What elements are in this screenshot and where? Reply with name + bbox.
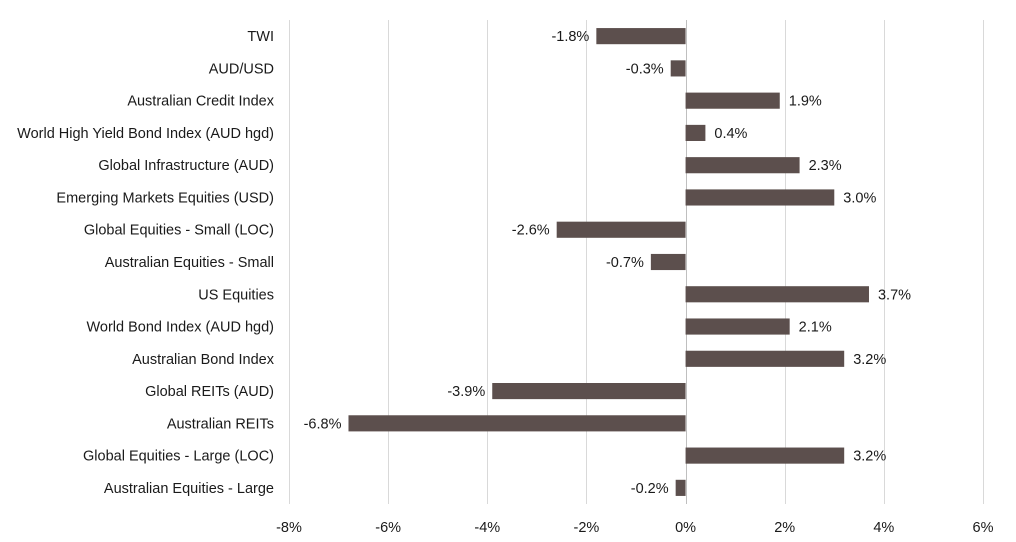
data-label: -2.6% (512, 223, 550, 239)
data-label: 2.3% (809, 158, 842, 174)
data-label: -1.8% (551, 29, 589, 45)
data-label: -0.3% (626, 61, 664, 77)
category-label: TWI (247, 29, 274, 45)
x-tick-label: 4% (873, 520, 894, 536)
bar (650, 253, 686, 271)
data-label: -0.2% (631, 481, 669, 497)
x-tick-label: -8% (276, 520, 302, 536)
bar (685, 286, 869, 303)
data-label: 3.0% (843, 190, 876, 206)
category-label: Emerging Markets Equities (USD) (56, 190, 274, 206)
category-label: World Bond Index (AUD hgd) (86, 320, 274, 336)
x-tick-label: 0% (675, 520, 696, 536)
bar (348, 415, 686, 432)
bar (685, 92, 780, 109)
category-label: US Equities (198, 287, 274, 303)
x-tick-label: 2% (774, 520, 795, 536)
bar (670, 60, 686, 77)
category-label: Global REITs (AUD) (145, 384, 274, 400)
category-label: Australian Bond Index (132, 352, 275, 368)
data-labels: -1.8% -0.3% 1.9% 0.4% 2.3%3.0% -2.6% -0.7% 3.7%… (304, 29, 912, 497)
data-label: 0.4% (714, 126, 747, 142)
bar (685, 189, 835, 206)
data-label: 2.1% (799, 320, 832, 336)
category-label: Australian REITs (167, 416, 274, 432)
data-label: 1.9% (789, 94, 822, 110)
category-label: Australian Credit Index (127, 94, 274, 110)
x-tick-label: -4% (474, 520, 500, 536)
bar (685, 318, 790, 335)
category-label: Global Equities - Small (LOC) (84, 223, 274, 239)
x-axis-tick-labels: -8% -6% -4% -2% 0% 2% 4% 6% (276, 520, 993, 536)
bar (685, 350, 845, 367)
category-label: Australian Equities - Large (104, 481, 274, 497)
data-label: -3.9% (447, 384, 485, 400)
bar (556, 221, 686, 238)
data-label: 3.2% (853, 449, 886, 465)
bar (492, 383, 686, 400)
x-tick-label: 6% (973, 520, 994, 536)
data-label: -0.7% (606, 255, 644, 271)
bar (685, 447, 845, 464)
data-label: 3.7% (878, 287, 911, 303)
bar (685, 124, 706, 141)
data-label: 3.2% (853, 352, 886, 368)
category-label: World High Yield Bond Index (AUD hgd) (17, 126, 274, 142)
x-tick-label: -6% (375, 520, 401, 536)
bar (596, 28, 686, 45)
data-label: -6.8% (304, 416, 342, 432)
bars (348, 28, 869, 496)
category-label: AUD/USD (209, 61, 274, 77)
category-label: Global Equities - Large (LOC) (83, 449, 274, 465)
category-labels: TWI AUD/USD Australian Credit Index World H… (17, 29, 275, 497)
bar (685, 157, 800, 174)
x-tick-label: -2% (574, 520, 600, 536)
category-label: Australian Equities - Small (105, 255, 274, 271)
category-label: Global Infrastructure (AUD) (98, 158, 274, 174)
bar (675, 479, 686, 496)
